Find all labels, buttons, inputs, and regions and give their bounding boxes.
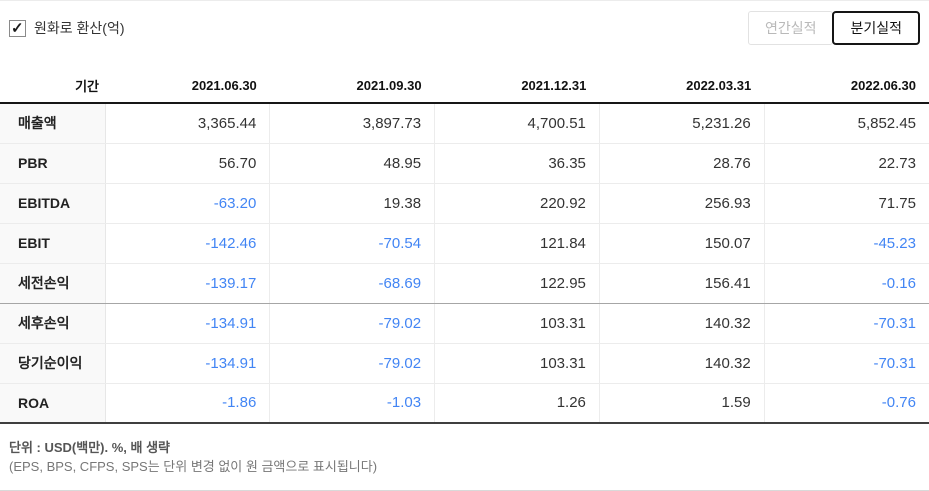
cell-value: 3,897.73 — [269, 103, 435, 144]
cell-value: 103.31 — [434, 343, 600, 384]
column-header: 2021.09.30 — [269, 69, 435, 104]
cell-value: 256.93 — [598, 183, 765, 224]
table-row: EBIT -142.46 -70.54 121.84 150.07 -45.23 — [0, 223, 929, 264]
cell-value: 3,365.44 — [104, 103, 270, 144]
cell-value: -134.91 — [104, 343, 270, 384]
row-label: EBITDA — [0, 183, 106, 224]
cell-value: -70.54 — [269, 223, 435, 264]
financials-table: 기간 2021.06.30 2021.09.30 2021.12.31 2022… — [0, 69, 929, 424]
cell-value: -79.02 — [269, 303, 435, 344]
cell-value: -63.20 — [104, 183, 270, 224]
cell-value: 22.73 — [763, 143, 929, 184]
annual-results-button[interactable]: 연간실적 — [747, 11, 834, 45]
table-row: 세후손익 -134.91 -79.02 103.31 140.32 -70.31 — [0, 303, 929, 344]
unit-note: 단위 : USD(백만). %, 배 생략 — [9, 440, 170, 455]
period-header: 기간 — [0, 69, 105, 104]
cell-value: 71.75 — [763, 183, 929, 224]
column-header: 2021.12.31 — [434, 69, 600, 104]
cell-value: -134.91 — [104, 303, 270, 344]
cell-value: 220.92 — [434, 183, 600, 224]
results-toggle-group: 연간실적 분기실적 — [747, 11, 920, 45]
cell-value: 48.95 — [269, 143, 435, 184]
cell-value: -142.46 — [104, 223, 270, 264]
table-row: 당기순이익 -134.91 -79.02 103.31 140.32 -70.31 — [0, 343, 929, 384]
cell-value: 150.07 — [598, 223, 765, 264]
row-label: 세후손익 — [0, 303, 106, 344]
row-label: 매출액 — [0, 103, 106, 144]
cell-value: -79.02 — [269, 343, 435, 384]
row-label: ROA — [0, 383, 106, 424]
cell-value: 36.35 — [434, 143, 600, 184]
row-label: EBIT — [0, 223, 106, 264]
cell-value: 4,700.51 — [434, 103, 600, 144]
cell-value: 56.70 — [104, 143, 270, 184]
cell-value: -1.03 — [269, 383, 435, 424]
cell-value: -68.69 — [269, 263, 435, 304]
eps-note: (EPS, BPS, CFPS, SPS는 단위 변경 없이 원 금액으로 표시… — [9, 458, 378, 474]
column-header: 2022.03.31 — [599, 69, 765, 104]
cell-value: 140.32 — [598, 343, 765, 384]
krw-convert-checkbox[interactable] — [9, 19, 26, 37]
column-header: 2021.06.30 — [105, 69, 270, 104]
table-row: 매출액 3,365.44 3,897.73 4,700.51 5,231.26 5,852… — [0, 103, 929, 144]
cell-value: -0.16 — [763, 263, 929, 304]
cell-value: 5,852.45 — [763, 103, 929, 144]
cell-value: -70.31 — [763, 303, 929, 344]
cell-value: -45.23 — [763, 223, 929, 264]
cell-value: 1.26 — [434, 383, 600, 424]
row-label: 세전손익 — [0, 263, 106, 304]
table-footnote: 단위 : USD(백만). %, 배 생략 (EPS, BPS, CFPS, S… — [0, 424, 929, 477]
cell-value: 5,231.26 — [598, 103, 765, 144]
row-label: 당기순이익 — [0, 343, 106, 384]
cell-value: 28.76 — [598, 143, 765, 184]
quarterly-results-button[interactable]: 분기실적 — [832, 11, 920, 45]
table-row: 세전손익 -139.17 -68.69 122.95 156.41 -0.16 — [0, 263, 929, 304]
table-row: PBR 56.70 48.95 36.35 28.76 22.73 — [0, 143, 929, 184]
cell-value: 121.84 — [434, 223, 600, 264]
cell-value: 122.95 — [434, 263, 600, 304]
cell-value: -1.86 — [104, 383, 270, 424]
table-row: EBITDA -63.20 19.38 220.92 256.93 71.75 — [0, 183, 929, 224]
cell-value: 140.32 — [598, 303, 765, 344]
toolbar: 원화로 환산(억) 연간실적 분기실적 — [0, 1, 929, 45]
cell-value: 1.59 — [598, 383, 765, 424]
cell-value: -0.76 — [763, 383, 929, 424]
cell-value: 103.31 — [434, 303, 600, 344]
krw-convert-option[interactable]: 원화로 환산(억) — [9, 18, 125, 38]
column-header: 2022.06.30 — [764, 69, 929, 104]
cell-value: -139.17 — [104, 263, 270, 304]
krw-convert-label: 원화로 환산(억) — [34, 20, 125, 36]
table-row: ROA -1.86 -1.03 1.26 1.59 -0.76 — [0, 383, 929, 424]
table-header-row: 기간 2021.06.30 2021.09.30 2021.12.31 2022… — [0, 69, 929, 104]
cell-value: -70.31 — [763, 343, 929, 384]
row-label: PBR — [0, 143, 106, 184]
cell-value: 19.38 — [269, 183, 435, 224]
cell-value: 156.41 — [598, 263, 765, 304]
